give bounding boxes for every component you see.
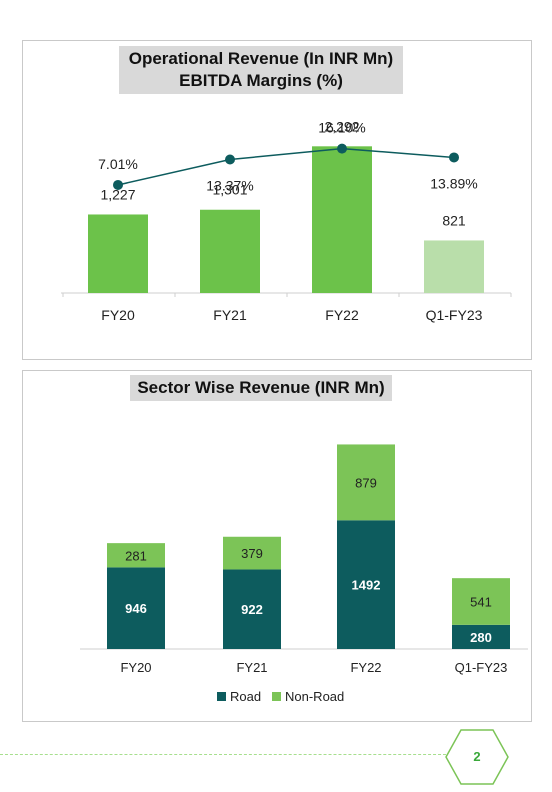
non-road-value-label: 879 bbox=[355, 475, 377, 490]
ebitda-margin-point bbox=[113, 179, 123, 190]
revenue-bar bbox=[200, 209, 260, 293]
chart-title: Sector Wise Revenue (INR Mn) bbox=[130, 375, 392, 401]
road-bar-segment bbox=[337, 520, 395, 649]
ebitda-margin-label: 7.01% bbox=[98, 156, 138, 172]
legend-label-non-road: Non-Road bbox=[285, 689, 344, 704]
chart-subtitle-line: EBITDA Margins (%) bbox=[179, 71, 343, 90]
x-tick-label: Q1-FY23 bbox=[455, 660, 508, 675]
revenue-bar bbox=[312, 146, 372, 293]
x-tick-label: FY20 bbox=[101, 307, 135, 323]
ebitda-margin-line bbox=[117, 147, 455, 186]
road-bar-segment bbox=[452, 624, 510, 649]
sector-revenue-chart-panel: Sector Wise Revenue (INR Mn) 946 281 FY20 9… bbox=[22, 370, 532, 722]
x-tick-label: FY21 bbox=[236, 660, 267, 675]
revenue-value-label: 1,227 bbox=[100, 186, 135, 202]
x-tick-label: FY22 bbox=[325, 307, 359, 323]
page-number: 2 bbox=[473, 749, 481, 764]
revenue-bar bbox=[88, 214, 148, 293]
revenue-bar bbox=[424, 240, 484, 293]
road-value-label: 1492 bbox=[352, 578, 381, 593]
non-road-value-label: 541 bbox=[470, 595, 492, 610]
legend-label-road: Road bbox=[230, 689, 261, 704]
non-road-bar-segment bbox=[452, 578, 510, 625]
ebitda-margin-point bbox=[449, 152, 459, 163]
road-value-label: 280 bbox=[470, 630, 492, 645]
chart-title-line: Operational Revenue (In INR Mn) bbox=[128, 49, 394, 68]
road-value-label: 922 bbox=[241, 602, 263, 617]
ebitda-margin-label: 13.37% bbox=[206, 178, 253, 194]
chart-title: Operational Revenue (In INR Mn) EBITDA M… bbox=[119, 46, 403, 94]
x-tick-label: FY21 bbox=[213, 307, 247, 323]
revenue-ebitda-chart: 1,227 FY20 1,301 FY21 2,292 FY22 821 Q1-FY23 7.0… bbox=[61, 118, 512, 323]
footer-divider bbox=[0, 754, 446, 755]
road-bar-segment bbox=[107, 567, 165, 649]
x-tick-label: FY22 bbox=[350, 660, 381, 675]
revenue-value-label: 1,301 bbox=[212, 182, 247, 198]
ebitda-margin-point bbox=[337, 143, 347, 154]
ebitda-margin-label: 13.89% bbox=[430, 175, 477, 191]
page-number-badge bbox=[445, 729, 509, 785]
non-road-value-label: 281 bbox=[125, 548, 147, 563]
revenue-value-label: 821 bbox=[442, 212, 466, 228]
ebitda-margin-point bbox=[225, 154, 235, 165]
non-road-bar-segment bbox=[107, 543, 165, 568]
revenue-ebitda-chart-panel: Operational Revenue (In INR Mn) EBITDA M… bbox=[22, 40, 532, 360]
revenue-value-label: 2,292 bbox=[324, 118, 359, 134]
road-value-label: 946 bbox=[125, 601, 147, 616]
non-road-bar-segment bbox=[223, 536, 281, 570]
ebitda-margin-label: 16.10% bbox=[318, 120, 365, 136]
legend-swatch-non-road bbox=[272, 692, 281, 701]
road-bar-segment bbox=[223, 569, 281, 649]
non-road-value-label: 379 bbox=[241, 546, 263, 561]
sector-revenue-chart: 946 281 FY20 922 379 FY21 1492 879 FY22 280 541 Q1-… bbox=[80, 444, 528, 704]
non-road-bar-segment bbox=[337, 444, 395, 521]
x-tick-label: Q1-FY23 bbox=[426, 307, 483, 323]
x-tick-label: FY20 bbox=[120, 660, 151, 675]
legend-swatch-road bbox=[217, 692, 226, 701]
